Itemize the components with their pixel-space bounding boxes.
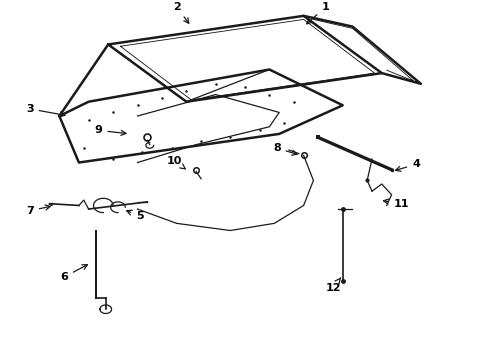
Text: 7: 7: [26, 205, 50, 216]
Text: 5: 5: [127, 210, 144, 221]
Text: 4: 4: [395, 159, 420, 171]
Text: 2: 2: [172, 2, 189, 23]
Text: 3: 3: [26, 104, 65, 117]
Text: 12: 12: [325, 278, 341, 293]
Text: 1: 1: [307, 2, 329, 24]
Text: 9: 9: [95, 125, 126, 135]
Text: 10: 10: [167, 156, 185, 169]
Text: 8: 8: [273, 143, 297, 155]
Text: 11: 11: [384, 199, 409, 209]
Text: 6: 6: [60, 265, 87, 282]
